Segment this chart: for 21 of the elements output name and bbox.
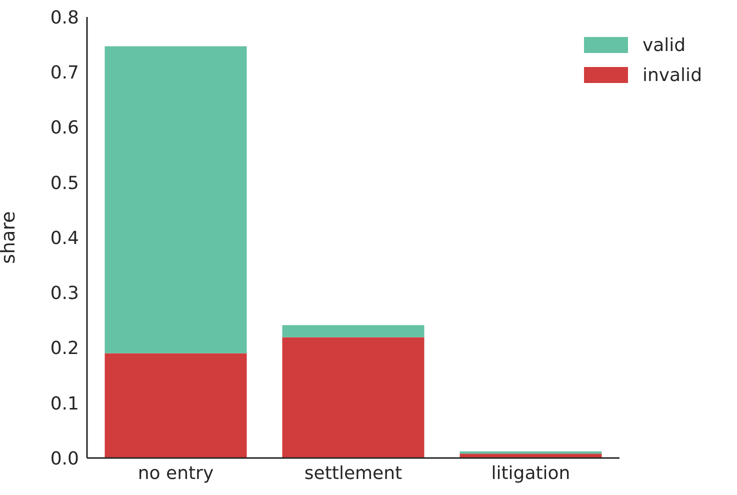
y-tick-label: 0.5 (50, 172, 79, 194)
y-tick-label: 0.7 (50, 62, 79, 84)
y-tick-label: 0.6 (50, 118, 79, 139)
legend-label: invalid (642, 64, 702, 86)
x-tick-label: litigation (491, 462, 570, 484)
bar (460, 451, 602, 454)
bar (282, 337, 424, 458)
y-axis-title: share (0, 211, 20, 264)
legend-label: valid (642, 34, 686, 56)
x-tick-label: no entry (138, 462, 214, 484)
y-tick-label: 0.4 (50, 228, 79, 249)
bar (282, 325, 424, 338)
y-tick-label: 0.1 (50, 393, 79, 414)
y-tick-label: 0.2 (50, 338, 79, 360)
bar (460, 454, 602, 458)
x-tick-label: settlement (304, 462, 402, 484)
y-tick-label: 0.3 (50, 283, 79, 304)
bar (104, 353, 247, 458)
y-tick-label: 0.0 (50, 448, 79, 470)
bar (104, 46, 247, 354)
y-tick-label: 0.8 (50, 7, 79, 28)
